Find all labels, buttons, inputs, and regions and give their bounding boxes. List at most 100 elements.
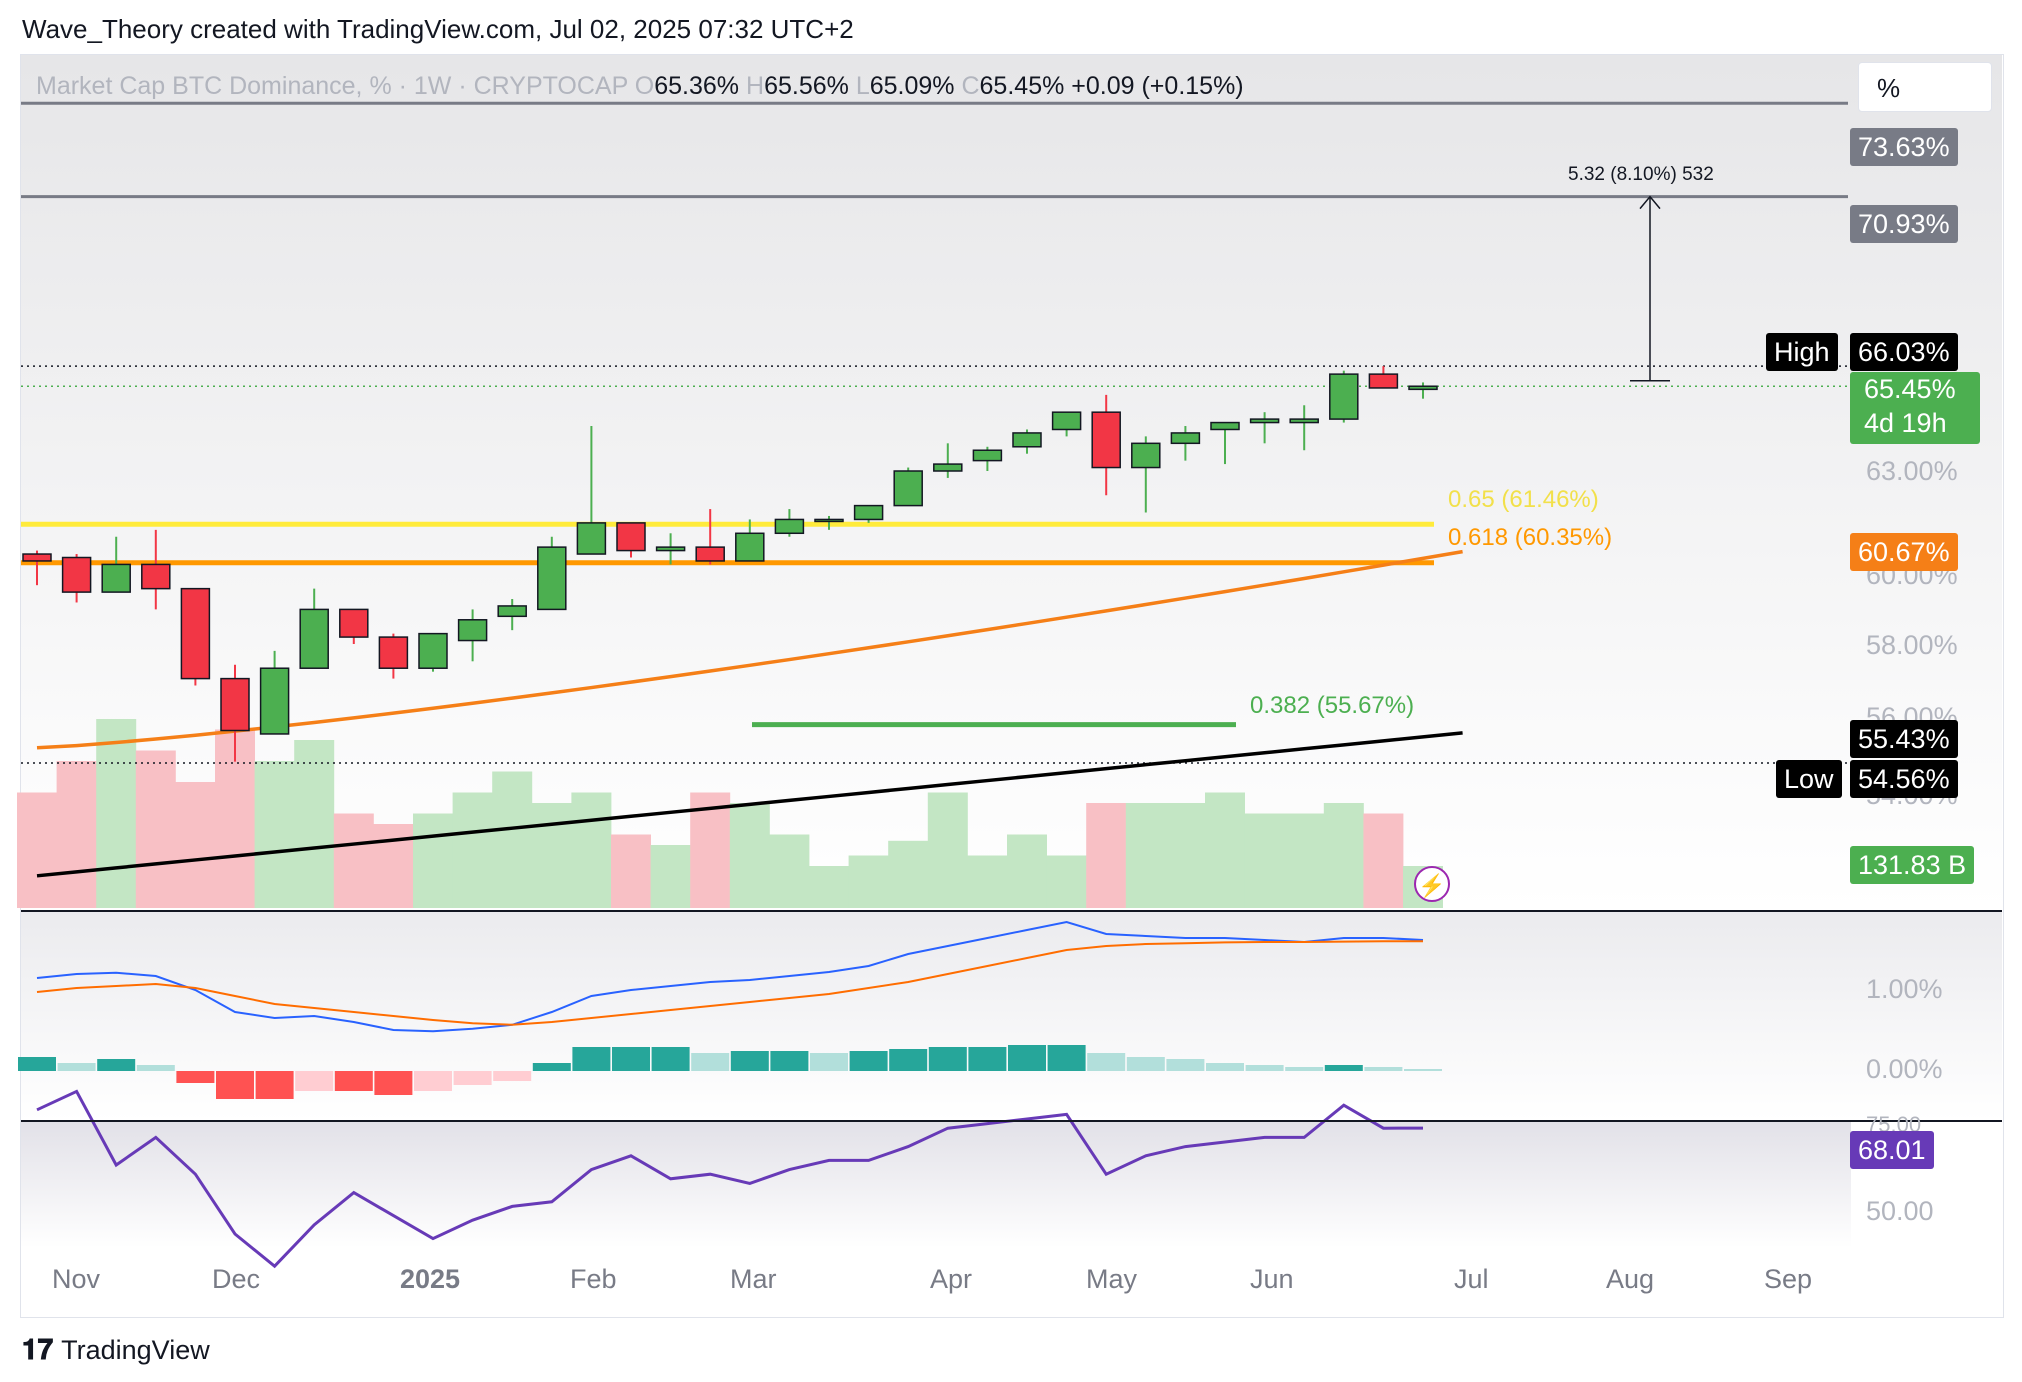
- volume-bar: [294, 740, 335, 908]
- rsi-pane-bg: [21, 1122, 1851, 1248]
- candle-body: [61, 556, 92, 593]
- time-label-2025: 2025: [400, 1264, 461, 1294]
- candle-body: [655, 546, 686, 552]
- macd-histogram-bar: [255, 1071, 294, 1099]
- last-price-value: 65.45%: [1864, 374, 1956, 404]
- volume-bar: [492, 771, 533, 908]
- candle-body: [259, 667, 290, 735]
- macd-histogram-bar: [216, 1071, 254, 1099]
- macd-histogram-bar: [572, 1047, 611, 1071]
- chart-frame[interactable]: [20, 54, 2004, 1318]
- rsi-value-tag: 68.01: [1850, 1131, 1934, 1169]
- volume-bar: [1165, 803, 1206, 908]
- candle-body: [220, 677, 250, 732]
- time-label-feb: Feb: [570, 1264, 617, 1294]
- candle-body: [853, 504, 884, 521]
- alert-bolt-icon[interactable]: ⚡: [1414, 866, 1450, 902]
- macd-histogram-bar: [453, 1071, 492, 1085]
- volume-bar: [373, 824, 414, 908]
- volume-bar: [888, 840, 929, 908]
- volume-bar: [1363, 813, 1404, 908]
- candle-body: [893, 470, 923, 507]
- chart-legend[interactable]: Market Cap BTC Dominance, % · 1W · CRYPT…: [36, 72, 1244, 101]
- ma-orange-tag: 60.67%: [1850, 533, 1958, 571]
- volume-bar: [690, 792, 731, 908]
- low-value-tag: 54.56%: [1850, 760, 1958, 798]
- volume-area: [17, 719, 1443, 908]
- macd-tick-0: 0.00%: [1866, 1054, 1943, 1084]
- volume-bar: [927, 792, 968, 908]
- candle-body: [1368, 373, 1399, 389]
- candle-body: [537, 546, 567, 611]
- candle-body: [695, 546, 725, 562]
- legend-l-label: L: [855, 72, 870, 100]
- macd-histogram-bar: [136, 1065, 175, 1071]
- macd-line: [36, 920, 1424, 1033]
- macd-histogram-bar: [770, 1051, 809, 1071]
- tradingview-logo[interactable]: 𝟏𝟕 TradingView: [22, 1334, 210, 1367]
- volume-bar: [650, 845, 691, 908]
- candle-body: [457, 619, 488, 642]
- candle-body: [1210, 421, 1240, 431]
- volume-bar: [1323, 803, 1364, 908]
- macd-histogram-bar: [1245, 1065, 1284, 1071]
- macd-histogram-bar: [889, 1049, 928, 1071]
- macd-histogram-bar: [1206, 1063, 1244, 1071]
- candle-body: [616, 522, 646, 552]
- candle-body: [418, 632, 448, 669]
- unit-toggle-button[interactable]: %: [1858, 62, 1992, 112]
- volume-bar: [848, 855, 889, 908]
- volume-bar: [1007, 834, 1047, 908]
- volume-bar: [254, 761, 295, 908]
- volume-bar: [967, 855, 1008, 908]
- candle-body: [576, 522, 607, 555]
- volume-bar: [56, 761, 97, 908]
- fib-0618-label: 0.618 (60.35%): [1448, 524, 1613, 551]
- volume-bar: [809, 866, 849, 908]
- time-label-jun: Jun: [1250, 1264, 1294, 1294]
- legend-symbol: Market Cap BTC Dominance, % · 1W · CRYPT…: [36, 72, 628, 100]
- ma-black-line: [36, 731, 1463, 878]
- chart-caption: Wave_Theory created with TradingView.com…: [22, 14, 854, 44]
- time-label-aug: Aug: [1606, 1264, 1655, 1294]
- macd-histogram-bar: [176, 1071, 215, 1083]
- footer-brand: TradingView: [61, 1335, 210, 1365]
- candle-body: [972, 449, 1003, 462]
- candle-body: [180, 587, 211, 680]
- macd-histogram-bar: [928, 1047, 967, 1071]
- macd-histogram-bar: [295, 1071, 334, 1091]
- volume-bar: [17, 792, 57, 908]
- macd-histogram-bar: [414, 1071, 452, 1091]
- level-tag-7093: 70.93%: [1850, 205, 1958, 243]
- candle-body: [22, 553, 52, 562]
- volume-tag: 131.83 B: [1850, 846, 1975, 884]
- candle-body: [1131, 442, 1161, 469]
- macd-histogram-bar: [334, 1071, 373, 1091]
- volume-bar: [175, 782, 216, 908]
- volume-bar: [452, 792, 493, 908]
- macd-histogram-bar: [691, 1053, 730, 1071]
- macd-histogram-bar: [374, 1071, 413, 1095]
- volume-bar: [1125, 803, 1166, 908]
- candle-body: [299, 608, 329, 669]
- volume-bar: [1046, 855, 1087, 908]
- volume-bar: [769, 834, 810, 908]
- rsi-tick-50: 50.00: [1866, 1196, 1934, 1226]
- high-label: High: [1766, 333, 1838, 371]
- macd-histogram-bar: [651, 1047, 690, 1071]
- rsi-line: [36, 1089, 1424, 1269]
- levels: [21, 101, 1848, 764]
- macd-histogram-bar: [18, 1057, 56, 1071]
- time-label-nov: Nov: [52, 1264, 101, 1294]
- macd-histogram-bar: [1047, 1045, 1086, 1071]
- candle-body: [1170, 432, 1201, 445]
- volume-bar: [1284, 813, 1325, 908]
- time-label-mar: Mar: [730, 1264, 777, 1294]
- macd-histogram-bar: [1324, 1065, 1363, 1071]
- volume-bar: [571, 792, 612, 908]
- time-label-sep: Sep: [1764, 1264, 1813, 1294]
- legend-c-label: C: [961, 72, 980, 100]
- candle-body: [1408, 385, 1438, 391]
- legend-o-label: O: [634, 72, 655, 100]
